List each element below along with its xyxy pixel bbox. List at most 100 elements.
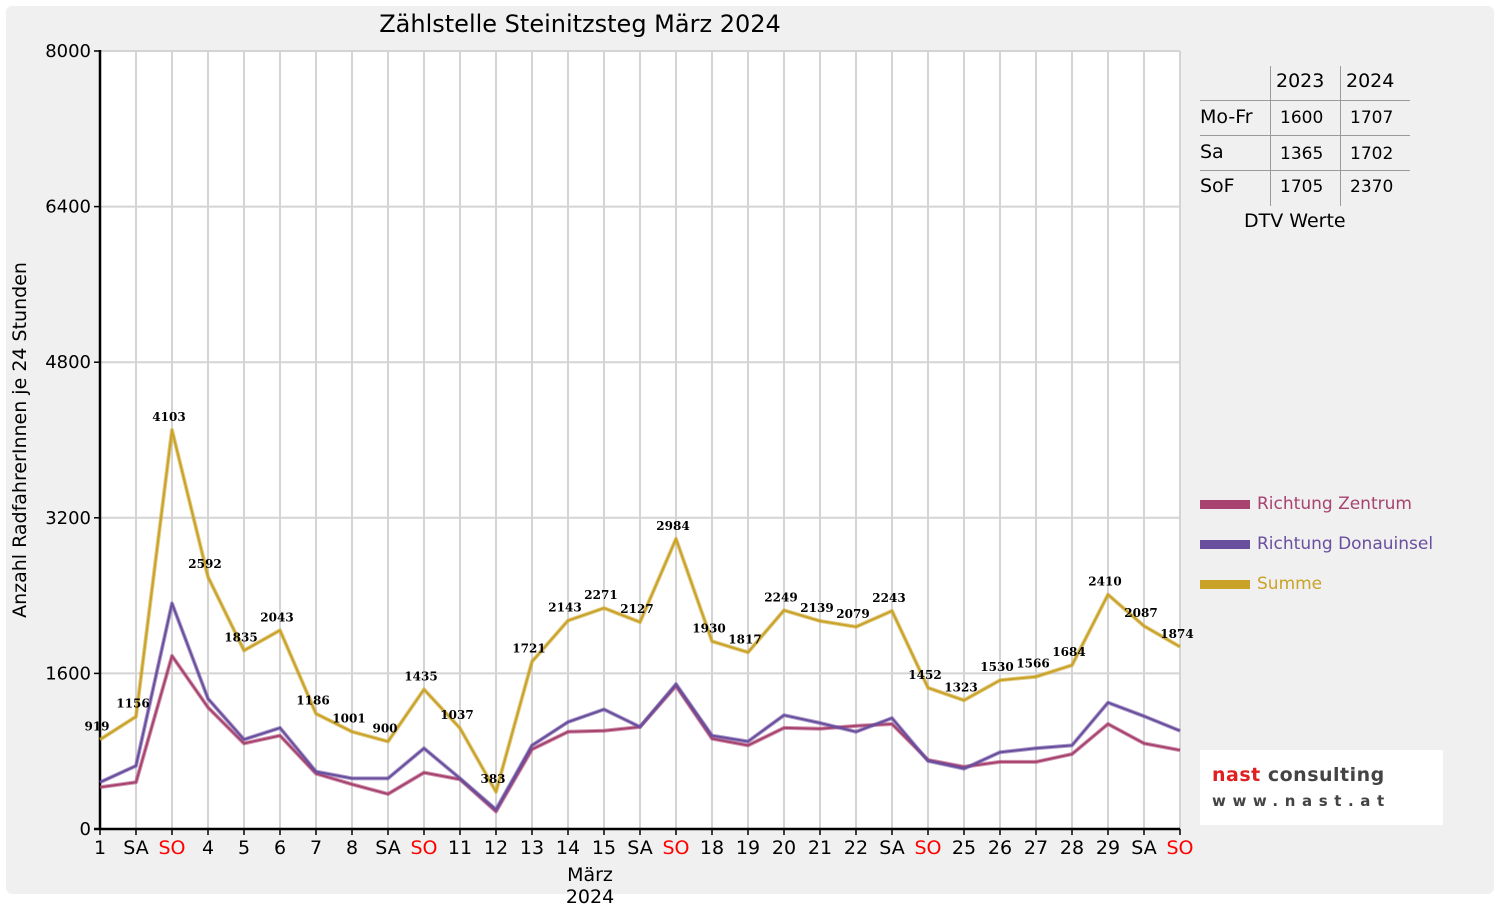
- x-tick-label: 7: [310, 837, 322, 859]
- dtv-caption: DTV Werte: [1244, 210, 1346, 232]
- x-tick-label: SO: [662, 837, 689, 859]
- x-tick-label: 13: [520, 837, 544, 859]
- logo-text: nast consulting: [1212, 764, 1385, 786]
- dtv-value: 1702: [1350, 144, 1394, 164]
- x-tick-label: 29: [1096, 837, 1120, 859]
- x-tick-label: 20: [772, 837, 796, 859]
- x-tick-label: SO: [1166, 837, 1193, 859]
- x-tick-label: 27: [1024, 837, 1048, 859]
- dtv-table-divider: [1200, 135, 1410, 136]
- dtv-table-divider: [1340, 66, 1341, 206]
- dtv-table-divider: [1200, 100, 1410, 101]
- data-label: 1684: [1052, 645, 1085, 659]
- data-label: 900: [372, 721, 397, 735]
- x-tick-label: 11: [448, 837, 472, 859]
- data-label: 4103: [152, 410, 185, 424]
- legend-label: Richtung Donauinsel: [1257, 534, 1434, 554]
- x-axis-label: März 2024: [565, 864, 615, 908]
- dtv-header-2023: 2023: [1276, 70, 1325, 92]
- legend-swatch: [1200, 499, 1250, 509]
- legend-label: Richtung Zentrum: [1257, 494, 1412, 514]
- x-tick-label: 22: [844, 837, 868, 859]
- legend-item-donauinsel: Richtung Donauinsel: [1200, 533, 1433, 555]
- data-label: 2271: [584, 588, 617, 602]
- data-label: 1323: [944, 680, 977, 694]
- data-label: 2410: [1088, 575, 1121, 589]
- dtv-table-divider: [1270, 66, 1271, 206]
- x-tick-label: SA: [1131, 837, 1156, 859]
- dtv-value: 1707: [1350, 108, 1394, 128]
- y-tick-label: 4800: [45, 352, 91, 373]
- data-label: 2143: [548, 601, 581, 615]
- x-tick-label: 12: [484, 837, 508, 859]
- logo-word: consulting: [1260, 764, 1385, 786]
- data-label: 383: [480, 772, 505, 786]
- x-tick-label: SA: [627, 837, 652, 859]
- data-label: 1001: [332, 712, 365, 726]
- logo-word: nast: [1212, 764, 1261, 786]
- y-tick-label: 6400: [45, 197, 91, 218]
- series-line: [99, 602, 1181, 811]
- data-label: 1435: [404, 669, 437, 683]
- x-tick-label: SA: [879, 837, 904, 859]
- chart-title: Zählstelle Steinitzsteg März 2024: [379, 10, 781, 38]
- x-tick-label: 28: [1060, 837, 1084, 859]
- data-label: 1874: [1160, 627, 1193, 641]
- x-tick-label: 21: [808, 837, 832, 859]
- logo-url: www.nast.at: [1212, 792, 1391, 810]
- data-label: 1835: [224, 631, 257, 645]
- data-label: 1530: [980, 660, 1013, 674]
- y-tick-label: 0: [80, 819, 91, 840]
- dtv-value: 1705: [1280, 177, 1324, 197]
- dtv-table-divider: [1200, 170, 1410, 171]
- legend-swatch: [1200, 539, 1250, 549]
- dtv-row-label: SoF: [1200, 175, 1235, 197]
- data-label: 2592: [188, 557, 221, 571]
- x-tick-label: SO: [158, 837, 185, 859]
- x-tick-label: SO: [410, 837, 437, 859]
- data-label: 1721: [512, 642, 545, 656]
- data-label: 919: [84, 720, 109, 734]
- data-label: 2043: [260, 610, 293, 624]
- y-tick-label: 8000: [45, 41, 91, 62]
- series-line: [99, 429, 1181, 793]
- data-label: 1186: [296, 694, 329, 708]
- dtv-header-2024: 2024: [1346, 70, 1395, 92]
- nast-consulting-logo: nast consulting www.nast.at: [1200, 750, 1443, 825]
- data-label: 1156: [116, 697, 149, 711]
- data-label: 2249: [764, 590, 797, 604]
- dtv-value: 1365: [1280, 144, 1324, 164]
- dtv-value: 2370: [1350, 177, 1394, 197]
- y-axis-label: Anzahl RadfahrerInnen je 24 Stunden: [9, 262, 31, 618]
- x-tick-label: 19: [736, 837, 760, 859]
- dtv-row-label: Mo-Fr: [1200, 106, 1253, 128]
- legend-label: Summe: [1257, 574, 1323, 594]
- x-tick-label: 18: [700, 837, 724, 859]
- legend-item-summe: Summe: [1200, 573, 1322, 595]
- dtv-value: 1600: [1280, 108, 1324, 128]
- data-label: 1930: [692, 621, 725, 635]
- x-tick-label: 26: [988, 837, 1012, 859]
- legend-swatch: [1200, 579, 1250, 589]
- x-tick-label: 1: [94, 837, 106, 859]
- y-tick-label: 1600: [45, 663, 91, 684]
- data-label: 1037: [440, 708, 473, 722]
- y-tick-label: 3200: [45, 508, 91, 529]
- x-tick-label: 15: [592, 837, 616, 859]
- x-tick-label: 25: [952, 837, 976, 859]
- data-label: 2139: [800, 601, 833, 615]
- dtv-row-label: Sa: [1200, 141, 1224, 163]
- x-tick-label: SO: [914, 837, 941, 859]
- x-tick-label: 8: [346, 837, 358, 859]
- x-tick-label: 14: [556, 837, 580, 859]
- data-label: 2079: [836, 607, 869, 621]
- x-tick-label: SA: [375, 837, 400, 859]
- x-tick-label: SA: [123, 837, 148, 859]
- data-label: 2984: [656, 519, 689, 533]
- data-label: 1566: [1016, 657, 1049, 671]
- legend-item-zentrum: Richtung Zentrum: [1200, 493, 1412, 515]
- data-label: 2243: [872, 591, 905, 605]
- data-label: 2087: [1124, 606, 1157, 620]
- data-label: 1817: [728, 632, 761, 646]
